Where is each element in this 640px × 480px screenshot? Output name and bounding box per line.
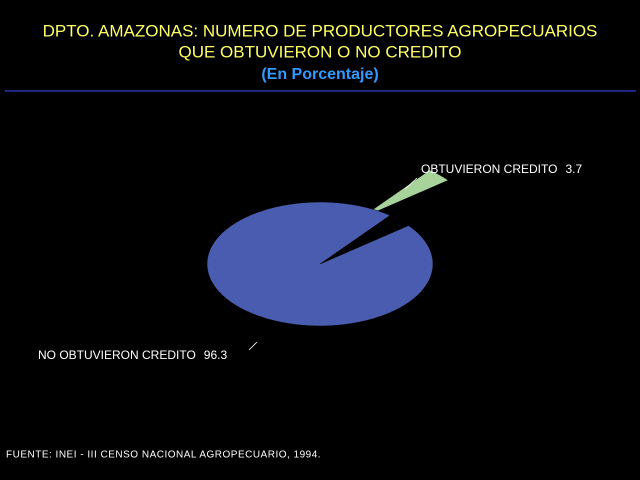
category-label: NO OBTUVIERON CREDITO <box>38 348 196 362</box>
pie-slice <box>359 169 449 219</box>
slice-label: NO OBTUVIERON CREDITO 96.3 <box>38 348 227 362</box>
leader-line <box>404 177 418 190</box>
slice-label: OBTUVIERON CREDITO 3.7 <box>421 162 582 176</box>
source-note: FUENTE: INEI - III CENSO NACIONAL AGROPE… <box>6 450 321 461</box>
chart-subtitle: (En Porcentaje) <box>261 66 378 83</box>
chart-title: DPTO. AMAZONAS: NUMERO DE PRODUCTORES AG… <box>43 21 598 40</box>
value-label: 96.3 <box>204 348 228 362</box>
leader-line <box>248 341 258 351</box>
pie-slice <box>206 201 434 327</box>
category-label: OBTUVIERON CREDITO <box>421 162 557 176</box>
chart-title: QUE OBTUVIERON O NO CREDITO <box>178 42 461 61</box>
value-label: 3.7 <box>565 162 582 176</box>
